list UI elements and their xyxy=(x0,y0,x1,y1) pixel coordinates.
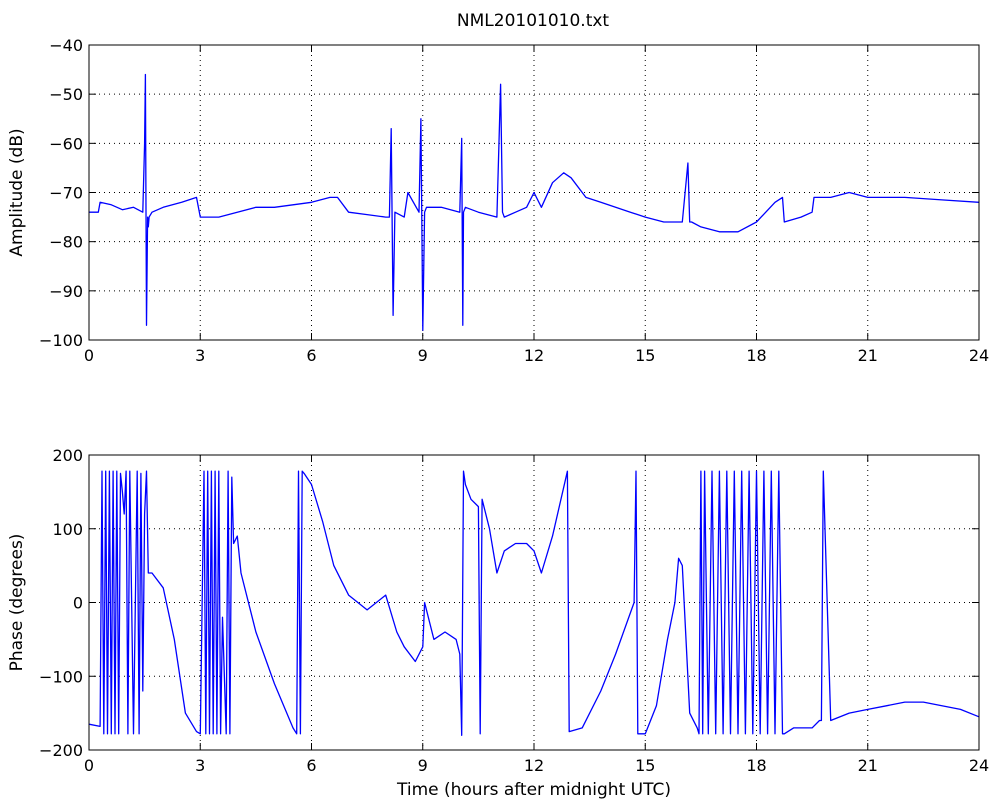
phase-ytick-label: −100 xyxy=(39,667,83,686)
phase-xtick-label: 3 xyxy=(195,756,205,775)
phase-xtick-label: 21 xyxy=(858,756,878,775)
phase-xtick-label: 18 xyxy=(746,756,766,775)
phase-xtick-label: 24 xyxy=(969,756,989,775)
amplitude-ytick-label: −100 xyxy=(39,331,83,350)
phase-xtick-label: 15 xyxy=(635,756,655,775)
amplitude-ytick-label: −90 xyxy=(49,282,83,301)
phase-xtick-label: 0 xyxy=(84,756,94,775)
phase-ytick-label: 200 xyxy=(52,446,83,465)
amplitude-xtick-label: 6 xyxy=(306,346,316,365)
phase-xtick-label: 12 xyxy=(524,756,544,775)
phase-xtick-label: 6 xyxy=(306,756,316,775)
amplitude-xtick-label: 24 xyxy=(969,346,989,365)
phase-series-line-0 xyxy=(88,470,980,736)
phase-ytick-label: −200 xyxy=(39,741,83,760)
amplitude-xtick-label: 12 xyxy=(524,346,544,365)
amplitude-ytick-label: −50 xyxy=(49,85,83,104)
phase-ytick-label: 100 xyxy=(52,520,83,539)
amplitude-axes: 0 3 6 9 12 15 18 21 24 −100 −90 −80 −70 −60 −50 −40 Ampl… xyxy=(7,36,989,365)
amplitude-ytick-label: −80 xyxy=(49,233,83,252)
amplitude-xtick-label: 3 xyxy=(195,346,205,365)
amplitude-xtick-label: 0 xyxy=(84,346,94,365)
phase-axes: 0 3 6 9 12 15 18 21 24 −200 −100 0 100 200 Phase (degr… xyxy=(7,446,989,800)
amplitude-xtick-label: 21 xyxy=(858,346,878,365)
phase-xtick-label: 9 xyxy=(418,756,428,775)
figure-title: NML20101010.txt xyxy=(457,11,610,31)
amplitude-series-line-0 xyxy=(89,73,980,331)
amplitude-ytick-label: −40 xyxy=(49,36,83,55)
phase-ytick-label: 0 xyxy=(73,594,83,613)
phase-ylabel: Phase (degrees) xyxy=(7,534,27,672)
amplitude-xtick-label: 18 xyxy=(746,346,766,365)
amplitude-xtick-label: 9 xyxy=(418,346,428,365)
amplitude-ylabel: Amplitude (dB) xyxy=(7,128,27,256)
amplitude-ytick-label: −60 xyxy=(49,134,83,153)
phase-xlabel: Time (hours after midnight UTC) xyxy=(396,780,671,800)
amplitude-ytick-label: −70 xyxy=(49,184,83,203)
amplitude-xtick-label: 15 xyxy=(635,346,655,365)
